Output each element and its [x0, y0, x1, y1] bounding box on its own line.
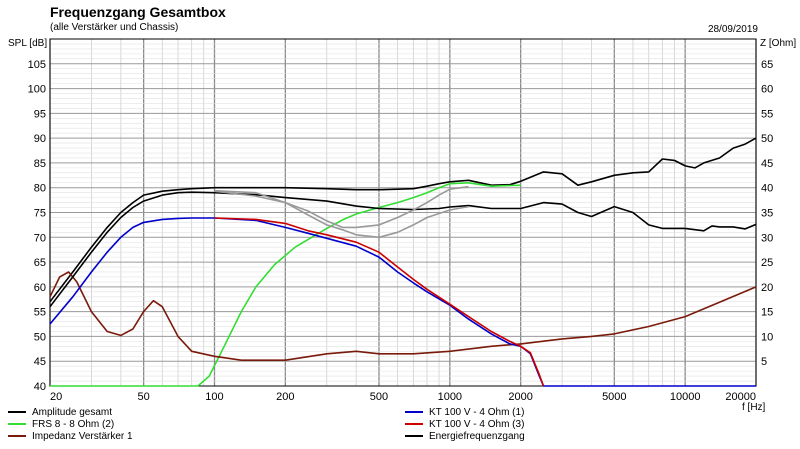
legend-item: KT 100 V - 4 Ohm (3) [405, 418, 525, 430]
legend-label: KT 100 V - 4 Ohm (1) [429, 406, 525, 418]
legend-item: Energiefrequenzgang [405, 430, 525, 442]
legend-swatch [405, 423, 423, 425]
legend-swatch [405, 435, 423, 437]
chart-date: 28/09/2019 [707, 24, 758, 35]
y-tick-label: 65 [34, 257, 46, 269]
x-tick-label: 5000 [602, 391, 626, 403]
y2-tick-label: 40 [761, 183, 773, 195]
x-tick-label: 1000 [438, 391, 462, 403]
y2-tick-label: 65 [761, 59, 773, 71]
y2-tick-label: 5 [761, 356, 767, 368]
legend-label: FRS 8 - 8 Ohm (2) [32, 418, 115, 430]
y-tick-label: 100 [28, 84, 46, 96]
y-tick-label: 75 [34, 208, 46, 220]
y2-tick-label: 50 [761, 133, 773, 145]
x-tick-label: 500 [370, 391, 388, 403]
x-tick-label: 20000 [725, 391, 756, 403]
y-tick-label: 80 [34, 183, 46, 195]
plot-frame [49, 38, 757, 387]
series-kt-100-v-4-ohm-1 [49, 217, 756, 387]
y2-tick-label: 15 [761, 307, 773, 319]
series-impedanz-verst-rker-1 [49, 271, 757, 362]
y-tick-label: 45 [34, 356, 46, 368]
legend-left: Amplitude gesamt FRS 8 - 8 Ohm (2) Imped… [8, 406, 133, 442]
y2-axis-label: Z [Ohm] [760, 38, 797, 49]
x-tick-label: 200 [276, 391, 294, 403]
legend-item: FRS 8 - 8 Ohm (2) [8, 418, 133, 430]
legend-swatch [8, 423, 26, 425]
y2-tick-label: 60 [761, 84, 773, 96]
legend-label: Amplitude gesamt [32, 406, 113, 418]
y-tick-label: 55 [34, 307, 46, 319]
y-tick-label: 40 [34, 381, 46, 393]
legend-item: KT 100 V - 4 Ohm (1) [405, 406, 525, 418]
legend-swatch [8, 411, 26, 413]
grid [49, 38, 757, 387]
series-energiefrequenzgang [49, 191, 757, 308]
y-tick-label: 50 [34, 331, 46, 343]
y-axis-label: SPL [dB] [8, 38, 48, 49]
y2-tick-label: 25 [761, 257, 773, 269]
y-tick-label: 70 [34, 232, 46, 244]
x-tick-label: 50 [138, 391, 150, 403]
legend-swatch [8, 435, 26, 437]
y-tick-label: 90 [34, 133, 46, 145]
y2-tick-label: 45 [761, 158, 773, 170]
x-tick-label: 2000 [508, 391, 532, 403]
series-layer [49, 137, 757, 387]
x-tick-label: 10000 [670, 391, 701, 403]
legend-label: Energiefrequenzgang [429, 430, 525, 442]
legend-right: KT 100 V - 4 Ohm (1) KT 100 V - 4 Ohm (3… [405, 406, 525, 442]
series-helper-line [214, 190, 469, 239]
legend-swatch [405, 411, 423, 413]
tick-labels: 40 45 50 55 60 65 70 75 80 85 90 95 100 105 5 10 15 20 25 3… [28, 59, 774, 403]
chart-subtitle: (alle Verstärker und Chassis) [50, 22, 179, 33]
series-amplitude-gesamt [49, 137, 757, 303]
y-tick-label: 95 [34, 108, 46, 120]
legend-item: Amplitude gesamt [8, 406, 133, 418]
y2-tick-label: 10 [761, 331, 773, 343]
y-tick-label: 85 [34, 158, 46, 170]
y-tick-label: 105 [28, 59, 46, 71]
x-axis-label: f [Hz] [742, 402, 766, 413]
y2-tick-label: 20 [761, 282, 773, 294]
legend-label: Impedanz Verstärker 1 [32, 430, 133, 442]
x-tick-label: 20 [50, 391, 62, 403]
chart-title: Frequenzgang Gesamtbox [50, 4, 226, 20]
y-tick-label: 60 [34, 282, 46, 294]
x-tick-label: 100 [205, 391, 223, 403]
legend-item: Impedanz Verstärker 1 [8, 430, 133, 442]
y2-tick-label: 55 [761, 108, 773, 120]
y2-tick-label: 35 [761, 208, 773, 220]
series-kt-100-v-4-ohm-3 [214, 217, 545, 387]
y2-tick-label: 30 [761, 232, 773, 244]
legend-label: KT 100 V - 4 Ohm (3) [429, 418, 525, 430]
